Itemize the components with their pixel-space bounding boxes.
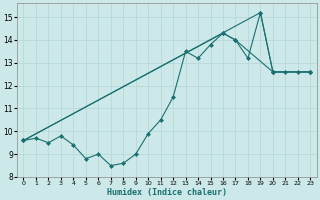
X-axis label: Humidex (Indice chaleur): Humidex (Indice chaleur) [107, 188, 227, 197]
